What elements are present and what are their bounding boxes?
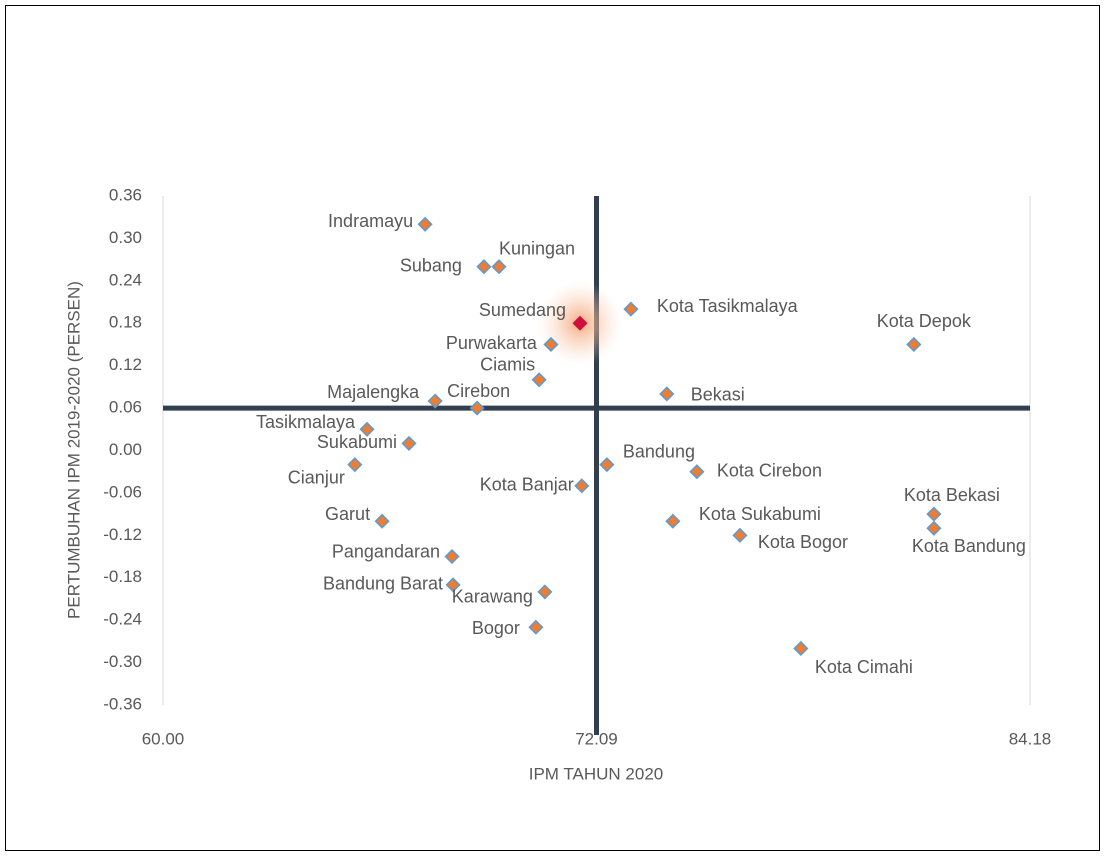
point [623,301,639,317]
y-tick-label: 0.06 [109,398,142,417]
point [347,457,363,473]
point-label: Purwakarta [446,333,538,353]
point-label: Garut [325,504,370,524]
y-tick-label: -0.36 [103,694,142,713]
point [476,259,492,275]
point-label: Sumedang [479,300,566,320]
point-label: Kota Cirebon [717,460,822,480]
point [417,216,433,232]
point [543,336,559,353]
x-tick-label: 84.18 [1009,729,1052,748]
point-label: Indramayu [328,211,413,231]
point [537,584,553,600]
point-label: Bogor [472,618,520,638]
point [732,527,748,543]
point-label: Kota Bogor [758,532,848,552]
x-tick-label: 60.00 [142,729,185,748]
y-axis-title: PERTUMBUHAN IPM 2019-2020 (PERSEN) [64,281,83,619]
x-axis-title: IPM TAHUN 2020 [529,764,663,783]
y-tick-label: 0.36 [109,185,142,204]
point-label: Bandung [623,441,695,461]
point [444,548,460,565]
point-label: Kota Tasikmalaya [657,296,799,316]
point [401,435,417,451]
point [445,577,461,593]
frame [5,5,1100,851]
point-label: Sukabumi [317,432,397,452]
point [689,464,705,480]
point [374,513,390,529]
y-tick-label: -0.06 [103,482,142,501]
point [665,513,681,529]
y-tick-label: -0.18 [103,567,142,586]
point-label: Kota Depok [877,311,972,331]
point-label: Subang [400,255,462,275]
y-tick-label: -0.30 [103,652,142,671]
y-tick-label: -0.24 [103,610,142,629]
point-label: Kota Banjar [480,475,574,495]
y-tick-label: 0.24 [109,270,142,289]
point [469,400,485,416]
point-label: Kuningan [499,238,575,258]
point [599,457,615,473]
point-label: Ciamis [480,355,535,375]
point [572,315,588,331]
point [427,393,443,409]
point [531,372,547,388]
point-label: Kota Bandung [912,536,1026,556]
point-label: Kota Bekasi [904,485,1000,505]
point [926,520,942,536]
point [659,386,675,402]
point [574,478,590,494]
y-tick-label: 0.30 [109,228,142,247]
point-label: Kota Cimahi [815,657,913,677]
point-label: Bekasi [691,385,745,405]
point-label: Karawang [452,587,533,607]
x-tick-label: 72.09 [575,729,618,748]
y-tick-label: -0.12 [103,525,142,544]
point [491,259,507,275]
point [793,640,809,657]
point-label: Tasikmalaya [256,412,356,432]
point [359,421,375,437]
point-label: Majalengka [327,382,420,402]
y-tick-label: 0.18 [109,313,142,332]
point-label: Bandung Barat [323,574,443,594]
point-label: Cianjur [288,467,345,487]
point-label: Cirebon [447,381,510,401]
y-tick-label: 0.00 [109,440,142,459]
point [528,619,544,635]
y-tick-label: 0.12 [109,355,142,374]
point [926,506,942,522]
point-label: Pangandaran [332,541,440,561]
point-label: Kota Sukabumi [699,504,821,524]
point [906,336,922,353]
